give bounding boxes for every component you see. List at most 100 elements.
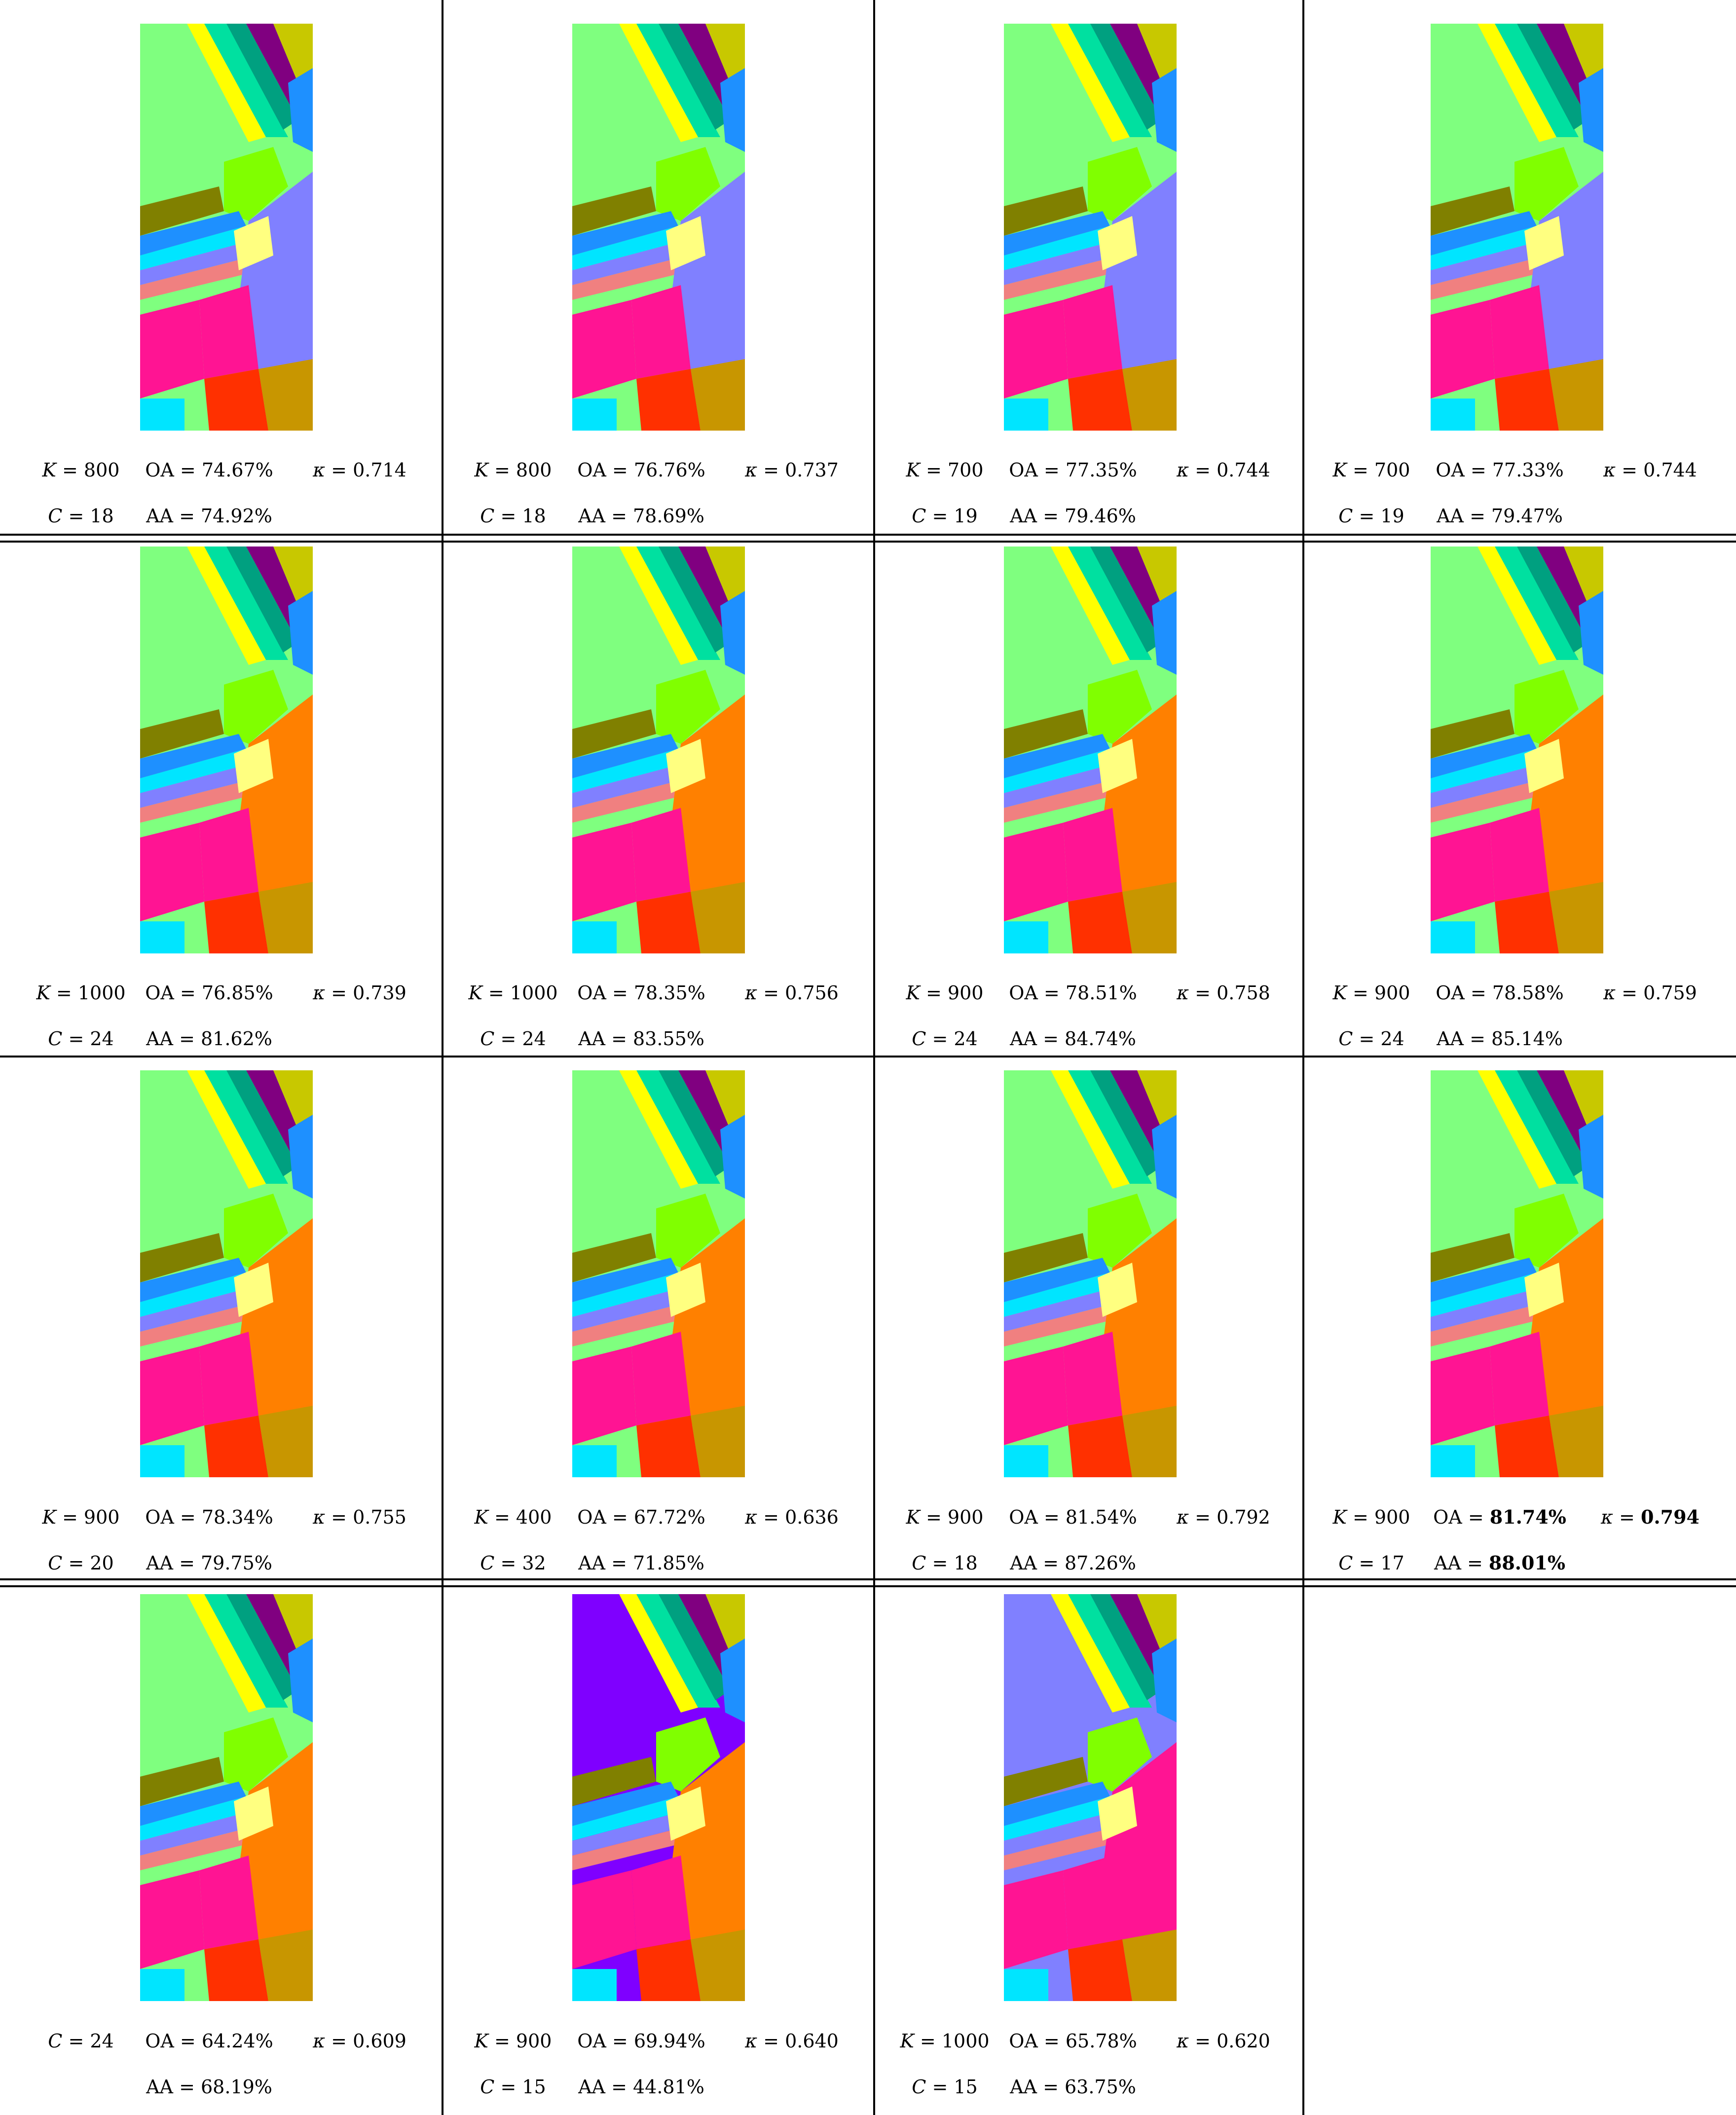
band-periwinkle [1004, 241, 1120, 285]
strip-olive [273, 547, 313, 606]
field-olive [1431, 1233, 1514, 1282]
k-value: K = 900 [42, 1506, 120, 1528]
classification-map-image [140, 1070, 313, 1477]
strip-olive [705, 1594, 745, 1653]
band-cyan [1004, 1796, 1115, 1841]
strip-aqua [1495, 24, 1579, 137]
band-periwinkle [1431, 1287, 1547, 1332]
band-salmon [572, 1302, 693, 1347]
strip-aqua [1495, 1070, 1579, 1184]
kappa-value: κ = 0.744 [1603, 459, 1697, 481]
field-pink-left [572, 1347, 636, 1445]
strip-aqua [204, 1070, 288, 1184]
patch-tan [1122, 359, 1177, 431]
field-lightyellow [234, 1787, 273, 1841]
strip-purple [678, 24, 730, 120]
field-olive [140, 186, 224, 236]
strip-teal [1517, 547, 1588, 653]
strip-blue [1579, 68, 1603, 152]
patch-red [1068, 892, 1132, 953]
strip-blue [288, 68, 313, 152]
strip-teal [226, 547, 298, 653]
strip-blue [1152, 591, 1177, 675]
band-periwinkle [140, 764, 256, 808]
oa-value: OA = 78.58% [1436, 982, 1564, 1004]
patch-tan [691, 1930, 745, 2001]
c-value: C = 24 [48, 1028, 114, 1050]
field-olive [1004, 186, 1088, 236]
strip-olive [1564, 547, 1603, 606]
strip-blue [720, 1115, 745, 1199]
band-periwinkle [140, 1287, 256, 1332]
field-pink-left [1004, 1347, 1068, 1445]
c-value: C = 24 [1338, 1028, 1404, 1050]
patch-tan [259, 359, 313, 431]
c-value: C = 17 [1338, 1552, 1404, 1574]
oa-value: OA = 78.51% [1009, 982, 1137, 1004]
strip-yellow [1477, 24, 1556, 142]
field-olive [1004, 1757, 1088, 1806]
strip-olive [273, 1594, 313, 1653]
field-lime [224, 1194, 288, 1268]
row-divider-1-2 [0, 541, 1736, 543]
field-olive [140, 1233, 224, 1282]
classification-map-image [1004, 547, 1177, 953]
band-blue [1431, 734, 1537, 778]
kappa-value: κ = 0.744 [1177, 459, 1270, 481]
kappa-value: κ = 0.714 [313, 459, 406, 481]
c-value: C = 32 [480, 1552, 546, 1574]
strip-blue [1152, 1115, 1177, 1199]
band-blue [572, 211, 678, 255]
strip-teal [659, 1070, 730, 1176]
field-pink-center [199, 808, 259, 902]
c-value: C = 15 [480, 2076, 546, 2098]
band-cyan [140, 1796, 251, 1841]
field-lightyellow [666, 1263, 705, 1317]
classification-map-image [1431, 1070, 1603, 1477]
band-cyan [140, 226, 251, 270]
band-cyan [1431, 749, 1542, 793]
strip-teal [1090, 1594, 1162, 1700]
patch-tan [1122, 882, 1177, 953]
band-salmon [140, 1302, 261, 1347]
strip-blue [1579, 591, 1603, 675]
strip-teal [226, 24, 298, 130]
field-lime [1088, 670, 1152, 744]
classification-map [1004, 547, 1177, 953]
classification-map-image [1004, 24, 1177, 431]
band-periwinkle [572, 241, 688, 285]
patch-red [636, 892, 701, 953]
strip-olive [705, 1070, 745, 1130]
band-blue [572, 1258, 678, 1302]
field-lightyellow [1098, 1787, 1137, 1841]
strip-aqua [636, 24, 720, 137]
kappa-value: κ = 0.609 [313, 2030, 406, 2052]
strip-yellow [1477, 547, 1556, 665]
kappa-value: κ = 0.636 [745, 1506, 839, 1528]
field-olive [572, 709, 656, 759]
oa-value: OA = 77.33% [1436, 459, 1564, 481]
band-salmon [572, 1826, 693, 1870]
patch-tan [259, 1406, 313, 1477]
strip-purple [246, 1594, 298, 1690]
patch-red [636, 1939, 701, 2001]
strip-blue [720, 591, 745, 675]
strip-purple [678, 1594, 730, 1690]
strip-olive [705, 547, 745, 606]
band-periwinkle [572, 1287, 688, 1332]
band-blue [140, 1258, 246, 1302]
oa-value: OA = 81.74% [1433, 1506, 1566, 1528]
patch-cyan [1431, 1445, 1475, 1477]
classification-map-image [1004, 1070, 1177, 1477]
patch-tan [1122, 1406, 1177, 1477]
patch-red [204, 892, 268, 953]
band-blue [572, 734, 678, 778]
aa-value: AA = 79.47% [1437, 505, 1563, 527]
kappa-value: κ = 0.794 [1601, 1506, 1699, 1528]
patch-tan [691, 359, 745, 431]
field-lime [224, 670, 288, 744]
band-salmon [572, 255, 693, 300]
field-pink-center [631, 808, 691, 902]
strip-aqua [1495, 547, 1579, 660]
band-cyan [1004, 749, 1115, 793]
